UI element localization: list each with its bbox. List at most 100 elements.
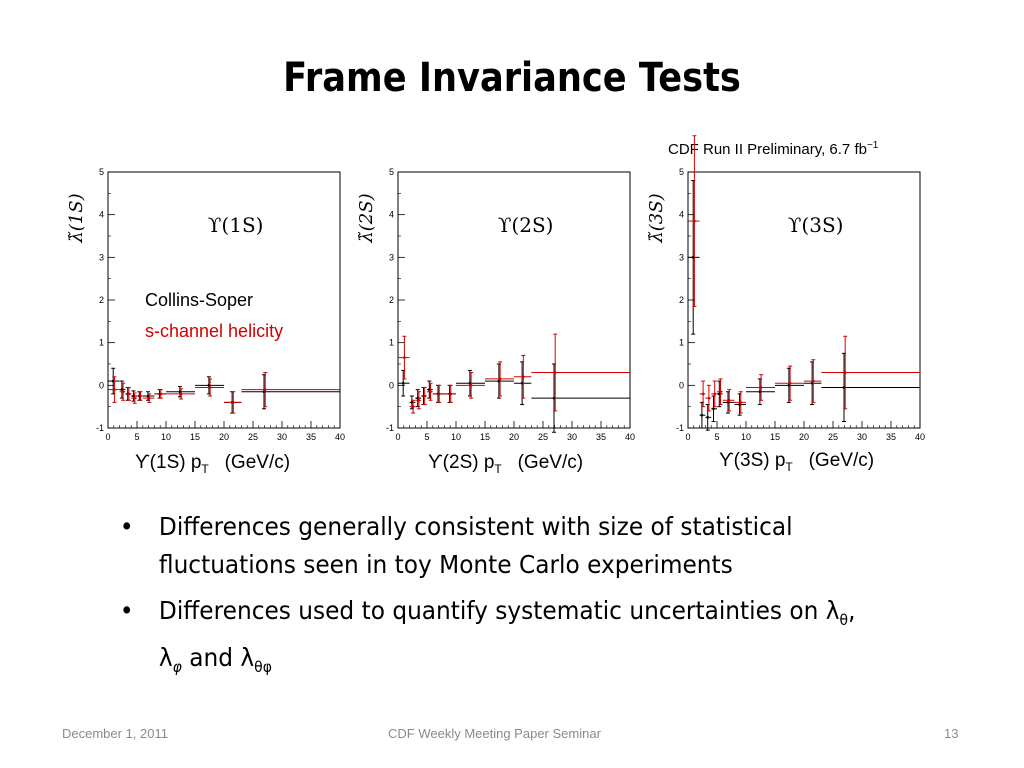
y-tick-label: -1 — [386, 423, 394, 433]
legend-helicity: s-channel helicity — [145, 321, 283, 341]
slide-title: Frame Invariance Tests — [283, 55, 741, 101]
data-point — [701, 392, 705, 396]
data-point — [843, 371, 847, 374]
y-tick-label: 1 — [389, 338, 394, 348]
data-point — [787, 384, 791, 387]
x-tick-label: 10 — [161, 432, 171, 442]
data-point — [423, 394, 426, 398]
y-tick-label: 2 — [389, 295, 394, 305]
data-point — [700, 413, 704, 417]
data-point — [469, 384, 473, 387]
y-tick-label: 4 — [99, 210, 104, 220]
data-point — [428, 388, 431, 391]
y-tick-label: 1 — [99, 338, 104, 348]
x-caption-2s: ϒ(2S) pT (GeV/c) — [428, 452, 584, 476]
y-tick-label: 2 — [99, 295, 104, 305]
x-tick-label: 5 — [424, 432, 429, 442]
y-tick-label: 4 — [679, 210, 684, 220]
data-point — [522, 375, 525, 379]
x-tick-label: 0 — [105, 432, 110, 442]
data-point — [727, 398, 731, 402]
footer-date: December 1, 2011 — [62, 726, 168, 741]
y-tick-label: 0 — [679, 380, 684, 390]
preliminary-label: CDF Run II Preliminary, 6.7 fb−1 — [668, 140, 879, 158]
data-point — [449, 392, 453, 396]
data-point — [812, 379, 815, 383]
data-point — [207, 384, 211, 387]
data-point — [712, 407, 715, 411]
x-tick-label: 15 — [190, 432, 200, 442]
y-axis-label: λ̃(3S) — [646, 193, 667, 243]
data-point — [810, 381, 814, 385]
data-point — [121, 390, 125, 394]
bullet-list: • Differences generally consistent with … — [118, 508, 862, 694]
x-tick-label: 5 — [134, 432, 139, 442]
data-point — [139, 394, 142, 398]
data-point — [401, 381, 405, 385]
data-point — [758, 390, 762, 394]
bullet-item: • Differences used to quantify systemati… — [118, 592, 862, 686]
bullet-dot-icon: • — [119, 512, 134, 541]
x-tick-label: 40 — [915, 432, 925, 442]
data-point — [127, 392, 131, 396]
data-point — [262, 390, 266, 394]
data-point — [497, 379, 501, 383]
data-point — [417, 398, 421, 402]
data-point — [520, 381, 524, 385]
y-tick-label: -1 — [96, 423, 104, 433]
y-tick-label: 5 — [389, 167, 394, 177]
data-point — [429, 390, 432, 394]
y-tick-label: 5 — [679, 167, 684, 177]
data-point — [706, 416, 709, 419]
x-tick-label: 35 — [306, 432, 316, 442]
panel-label: ϒ(1S) — [208, 213, 264, 237]
x-tick-label: 40 — [335, 432, 345, 442]
data-point — [410, 401, 414, 404]
x-tick-label: 35 — [886, 432, 896, 442]
y-tick-label: 0 — [389, 380, 394, 390]
x-tick-label: 15 — [480, 432, 490, 442]
data-point — [113, 388, 116, 391]
bullet-dot-icon: • — [119, 596, 134, 625]
y-tick-label: 4 — [389, 210, 394, 220]
x-tick-label: 0 — [685, 432, 690, 442]
y-tick-label: 1 — [679, 338, 684, 348]
data-point — [179, 392, 183, 396]
data-point — [146, 394, 150, 398]
footer-page: 13 — [944, 726, 959, 741]
y-tick-label: -1 — [676, 423, 684, 433]
legend-collins-soper: Collins-Soper — [145, 290, 253, 310]
y-tick-label: 3 — [389, 252, 394, 262]
data-point — [133, 396, 136, 400]
data-point — [719, 390, 722, 394]
data-point — [120, 388, 124, 391]
x-tick-label: 30 — [567, 432, 577, 442]
y-axis-label: λ̃(1S) — [66, 193, 87, 243]
data-point — [718, 392, 721, 396]
bullet-item: • Differences generally consistent with … — [118, 508, 862, 584]
data-point — [739, 401, 743, 404]
x-tick-label: 20 — [799, 432, 809, 442]
y-tick-label: 3 — [99, 252, 104, 262]
data-point — [403, 356, 406, 359]
data-point — [232, 401, 235, 404]
x-tick-label: 20 — [509, 432, 519, 442]
x-tick-label: 10 — [451, 432, 461, 442]
data-point — [411, 405, 415, 408]
data-point — [147, 396, 151, 400]
data-point — [159, 392, 163, 396]
x-tick-label: 5 — [714, 432, 719, 442]
data-point — [208, 386, 212, 389]
x-tick-label: 40 — [625, 432, 635, 442]
data-point — [132, 394, 135, 398]
bullet-text: Differences used to quantify systematic … — [158, 596, 856, 676]
data-point — [738, 403, 741, 406]
data-point — [178, 390, 182, 394]
data-point — [726, 401, 730, 404]
x-tick-label: 30 — [277, 432, 287, 442]
x-caption-3s: ϒ(3S) pT (GeV/c) — [719, 450, 875, 474]
x-tick-label: 0 — [395, 432, 400, 442]
data-point — [759, 386, 763, 389]
